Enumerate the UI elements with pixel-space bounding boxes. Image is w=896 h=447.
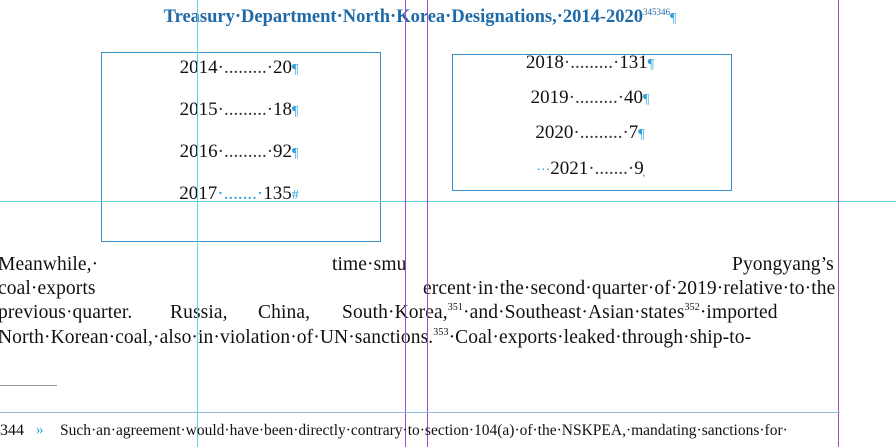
text-run: China, — [258, 302, 311, 323]
footnote-number: 344 — [0, 422, 24, 439]
column-guide[interactable] — [427, 0, 428, 447]
text-run: Pyongyang’s — [732, 254, 834, 275]
table-frame-right[interactable]: 2018·.........·131¶ 2019·.........·40¶ 2… — [451, 52, 732, 191]
year-cell: 2015 — [179, 99, 218, 120]
pilcrow-icon: ¶ — [292, 104, 299, 119]
horizontal-guide[interactable] — [0, 201, 896, 202]
pilcrow-icon: ¶ — [670, 11, 677, 26]
page-title[interactable]: Treasury·Department·North·Korea·Designat… — [0, 7, 840, 28]
table-row: 2014·.........·20¶ — [100, 57, 378, 79]
text-run: ·imported — [699, 302, 778, 323]
pilcrow-icon: ¶ — [292, 62, 299, 77]
count-cell: 20 — [273, 57, 293, 78]
tab-marker: ··· — [536, 163, 551, 178]
text-run: Meanwhile,· — [0, 254, 99, 275]
count-cell: 135 — [263, 183, 292, 204]
table-row: 2016·.........·92¶ — [100, 141, 378, 163]
body-line-2[interactable]: coal·exports ercent·in·the·second·quarte… — [0, 278, 840, 300]
pilcrow-icon: ¶ — [643, 92, 650, 107]
end-of-story-icon: # — [291, 188, 299, 203]
text-run: North·Korean·coal,·also·in·violation·of·… — [0, 327, 434, 348]
count-cell: 131 — [619, 52, 648, 73]
text-run: coal·exports — [0, 278, 96, 299]
year-cell: 2016 — [179, 141, 218, 162]
text-run: ercent·in·the·second·quarter·of·2019·rel… — [423, 278, 836, 299]
leader-dots: ·.........· — [217, 57, 274, 78]
count-cell: 40 — [624, 87, 644, 108]
pilcrow-icon: ¶ — [647, 57, 655, 72]
vertical-guide[interactable] — [197, 0, 198, 447]
year-cell: 2020 — [535, 122, 574, 143]
text-run: previous·quarter. — [0, 302, 133, 323]
title-text: Treasury·Department·North·Korea·Designat… — [163, 7, 644, 27]
table-row: 2020·.........·7¶ — [451, 122, 729, 144]
year-cell: 2014 — [179, 57, 218, 78]
pilcrow-icon: ¶ — [638, 127, 645, 142]
table-row: 2018·.........·131¶ — [451, 52, 729, 74]
column-guide[interactable] — [405, 0, 406, 447]
leader-dots: ·.......· — [588, 158, 635, 179]
frame-text-wrap — [103, 252, 323, 278]
leader-dots: ·.......· — [217, 183, 264, 204]
count-cell: 92 — [273, 141, 293, 162]
table-row: 2019·.........·40¶ — [451, 87, 729, 109]
count-cell: 18 — [273, 99, 293, 120]
text-run: ·Coal·exports·leaked·through·ship-to- — [448, 327, 752, 348]
count-cell: 7 — [628, 122, 639, 143]
footnote-ref: 351 — [447, 302, 464, 313]
margin-guide[interactable] — [838, 0, 839, 447]
footnote-text[interactable]: Such·an·agreement·would·have·been·direct… — [60, 422, 788, 439]
table-frame-left[interactable]: 2014·.........·20¶ 2015·.........·18¶ 20… — [101, 52, 381, 242]
body-line-1[interactable]: Meanwhile,· time·smu Pyongyang’s — [0, 254, 840, 276]
footnote-ref: 353 — [433, 327, 449, 338]
table-row: ···2021·.......·9̦ — [451, 158, 729, 180]
table-row: 2017·.......·135# — [100, 183, 378, 205]
table-row: 2015·.........·18¶ — [100, 99, 378, 121]
text-run: South·Korea, — [342, 302, 448, 323]
body-line-4[interactable]: North·Korean·coal,·also·in·violation·of·… — [0, 327, 840, 349]
leader-dots: ·.........· — [568, 87, 625, 108]
year-cell: 2018 — [525, 52, 564, 73]
tab-arrow-icon: » — [36, 422, 44, 438]
pilcrow-icon: ¶ — [292, 146, 299, 161]
year-cell: 2021 — [550, 158, 589, 179]
title-footnote-refs: 345346 — [643, 7, 671, 17]
frame-text-wrap — [104, 276, 422, 280]
footnote-frame-edge — [0, 412, 840, 413]
count-cell: 9 — [634, 158, 644, 179]
leader-dots: ·.........· — [563, 52, 620, 73]
frame-text-wrap — [456, 252, 726, 276]
year-cell: 2019 — [530, 87, 569, 108]
footnote-ref: 352 — [684, 302, 700, 313]
leader-dots: ·.........· — [573, 122, 629, 143]
year-cell: 2017 — [179, 183, 218, 204]
footnote-separator — [0, 385, 57, 386]
body-line-3[interactable]: previous·quarter. Russia, China, South·K… — [0, 302, 840, 324]
text-run: ·and·Southeast·Asian·states — [463, 302, 685, 323]
text-run: time·smu — [332, 254, 407, 275]
text-run: Russia, — [170, 302, 228, 323]
leader-dots: ·.........· — [217, 99, 274, 120]
leader-dots: ·.........· — [217, 141, 274, 162]
